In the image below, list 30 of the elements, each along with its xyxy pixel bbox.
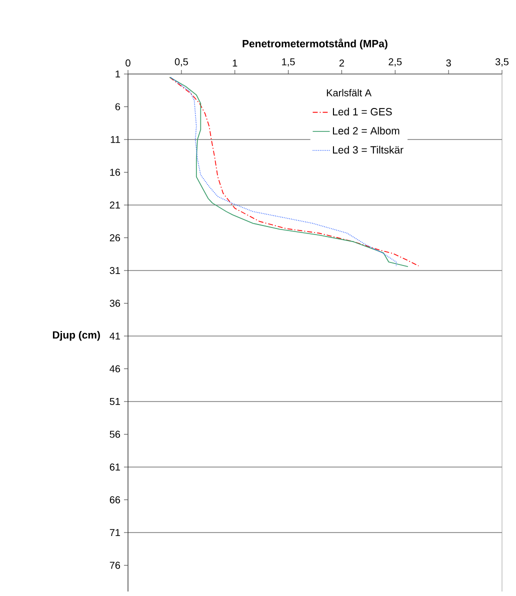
y-tick-label: 61 xyxy=(110,464,120,471)
x-tick-label: 0 xyxy=(126,59,130,66)
y-tick-label: 1 xyxy=(116,70,120,78)
y-tick-label: 6 xyxy=(115,103,120,110)
legend-title: Karlsfält A xyxy=(326,89,372,96)
y-tick-label: 21 xyxy=(110,202,120,208)
y-tick-label: 76 xyxy=(110,562,120,569)
x-tick-label: 3 xyxy=(446,59,451,66)
y-tick-label: 46 xyxy=(110,365,120,372)
y-axis-title: Djup (cm) xyxy=(52,330,100,341)
x-tick-label: 1 xyxy=(232,60,238,66)
legend-label: Led 1 = GES xyxy=(332,108,392,116)
x-tick-label: 3,5 xyxy=(495,58,509,66)
y-tick-label: 36 xyxy=(110,300,120,307)
x-tick-label: 2,5 xyxy=(388,58,402,66)
x-tick-label: 2 xyxy=(339,60,344,66)
y-tick-label: 11 xyxy=(110,136,120,143)
x-tick-label: 0,5 xyxy=(174,58,188,66)
y-tick-label: 71 xyxy=(110,529,120,536)
legend-label: Led 3 = Tiltskär xyxy=(332,146,404,154)
y-tick-label: 16 xyxy=(110,168,120,176)
legend-label: Led 2 = Albom xyxy=(332,126,400,135)
y-tick-label: 51 xyxy=(110,398,120,406)
x-axis-title: Penetrometermotstånd (MPa) xyxy=(242,38,388,50)
y-tick-label: 41 xyxy=(110,332,120,340)
y-tick-label: 66 xyxy=(110,496,120,504)
y-tick-label: 26 xyxy=(110,234,120,242)
y-tick-label: 31 xyxy=(110,266,120,274)
x-tick-label: 1,5 xyxy=(282,58,295,66)
y-tick-label: 56 xyxy=(110,430,120,438)
